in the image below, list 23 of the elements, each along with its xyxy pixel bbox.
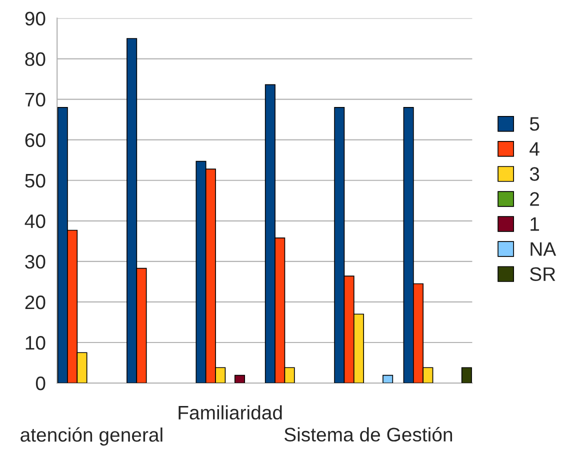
bar	[234, 374, 246, 384]
legend-label: 5	[530, 117, 540, 131]
y-tick-label: 90	[25, 12, 46, 26]
y-tick-label: 30	[25, 254, 46, 269]
y-tick-label: 60	[25, 133, 46, 148]
y-tick-label: 10	[26, 336, 46, 350]
legend-label: 4	[530, 142, 540, 156]
y-tick-label: 40	[24, 214, 46, 228]
legend-label: 2	[530, 192, 539, 206]
y-tick-label: 70	[25, 92, 46, 107]
y-tick-label: 50	[25, 174, 46, 188]
legend-label: SR	[530, 267, 556, 282]
x-tick-label: Sistema de Gestión	[284, 427, 452, 442]
bar	[461, 367, 472, 384]
x-tick-label: atención general	[20, 427, 162, 446]
legend-label: 1	[530, 217, 539, 231]
x-tick-label: Familiaridad	[178, 405, 282, 420]
y-tick-label: 20	[25, 295, 46, 310]
y-tick-label: 0	[36, 376, 46, 390]
legend-label: 3	[530, 167, 540, 181]
bar	[382, 374, 394, 384]
legend-label: NA	[530, 242, 556, 256]
y-tick-label: 80	[25, 52, 46, 66]
